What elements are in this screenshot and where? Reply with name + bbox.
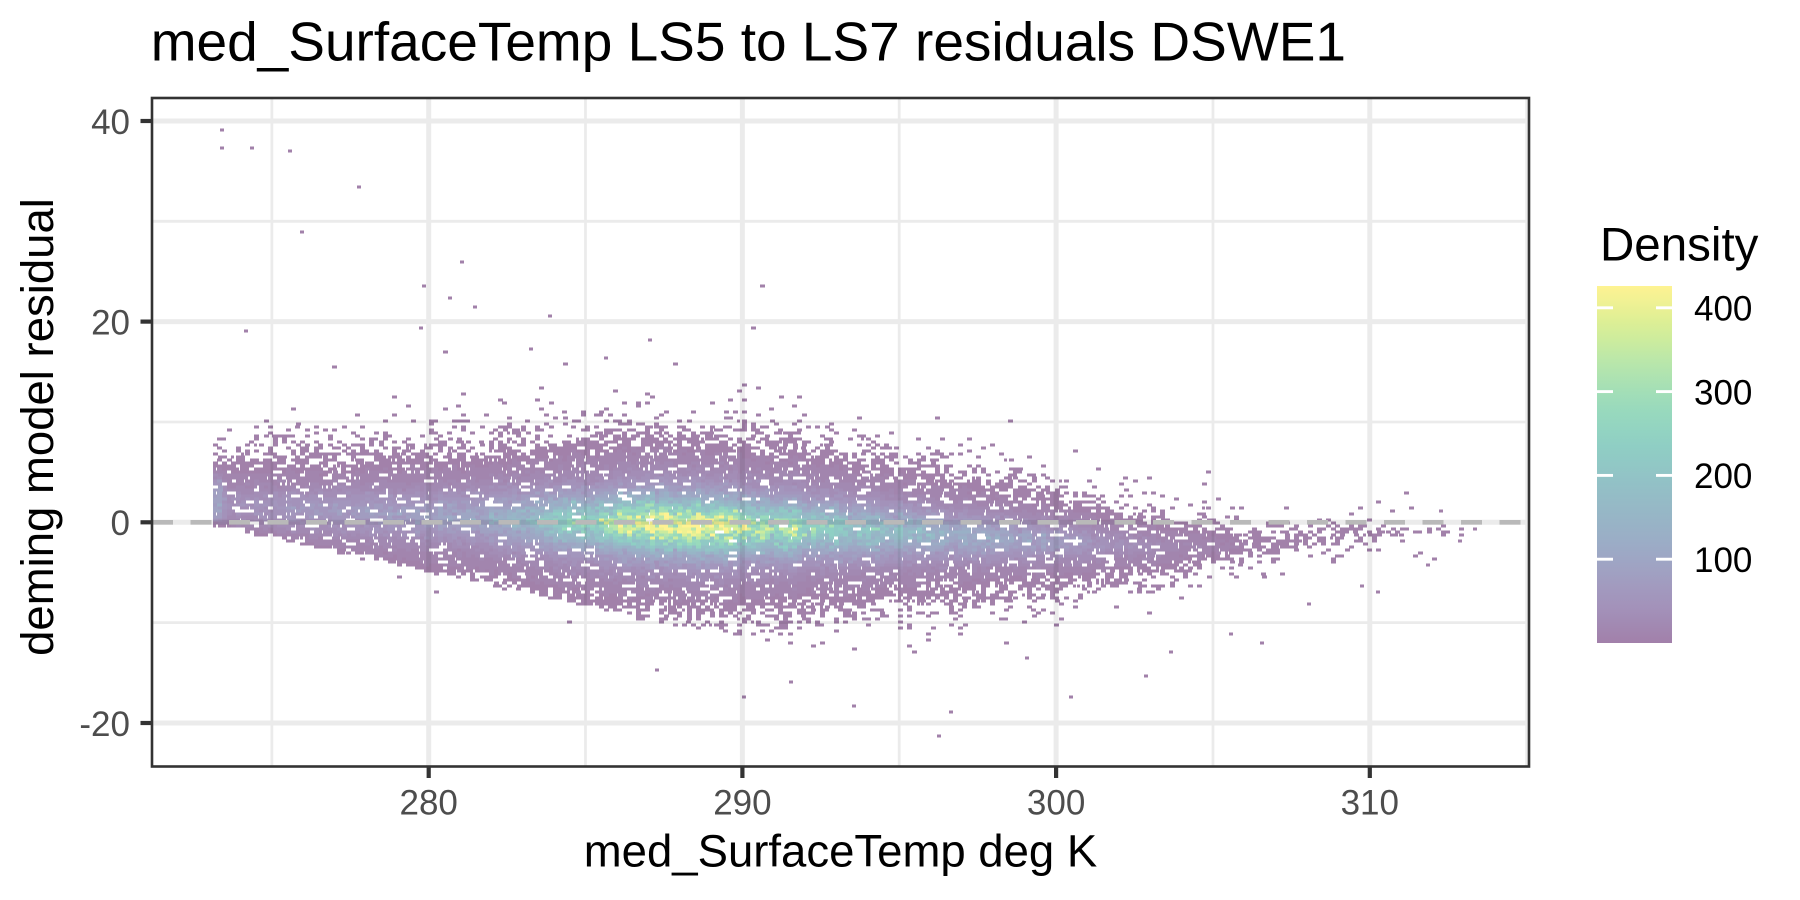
svg-text:20: 20: [91, 303, 130, 342]
svg-text:med_SurfaceTemp deg K: med_SurfaceTemp deg K: [584, 826, 1097, 877]
svg-text:290: 290: [713, 784, 771, 823]
svg-text:400: 400: [1694, 290, 1752, 329]
svg-text:300: 300: [1027, 784, 1085, 823]
svg-text:300: 300: [1694, 373, 1752, 412]
svg-text:40: 40: [91, 103, 130, 142]
svg-text:Density: Density: [1600, 219, 1759, 272]
svg-text:280: 280: [399, 784, 457, 823]
svg-text:deming model residual: deming model residual: [12, 198, 63, 656]
svg-text:-20: -20: [79, 705, 130, 744]
svg-text:med_SurfaceTemp LS5 to LS7 res: med_SurfaceTemp LS5 to LS7 residuals DSW…: [151, 11, 1346, 73]
svg-text:0: 0: [111, 504, 130, 543]
svg-text:100: 100: [1694, 541, 1752, 580]
svg-text:310: 310: [1341, 784, 1399, 823]
svg-text:200: 200: [1694, 457, 1752, 496]
